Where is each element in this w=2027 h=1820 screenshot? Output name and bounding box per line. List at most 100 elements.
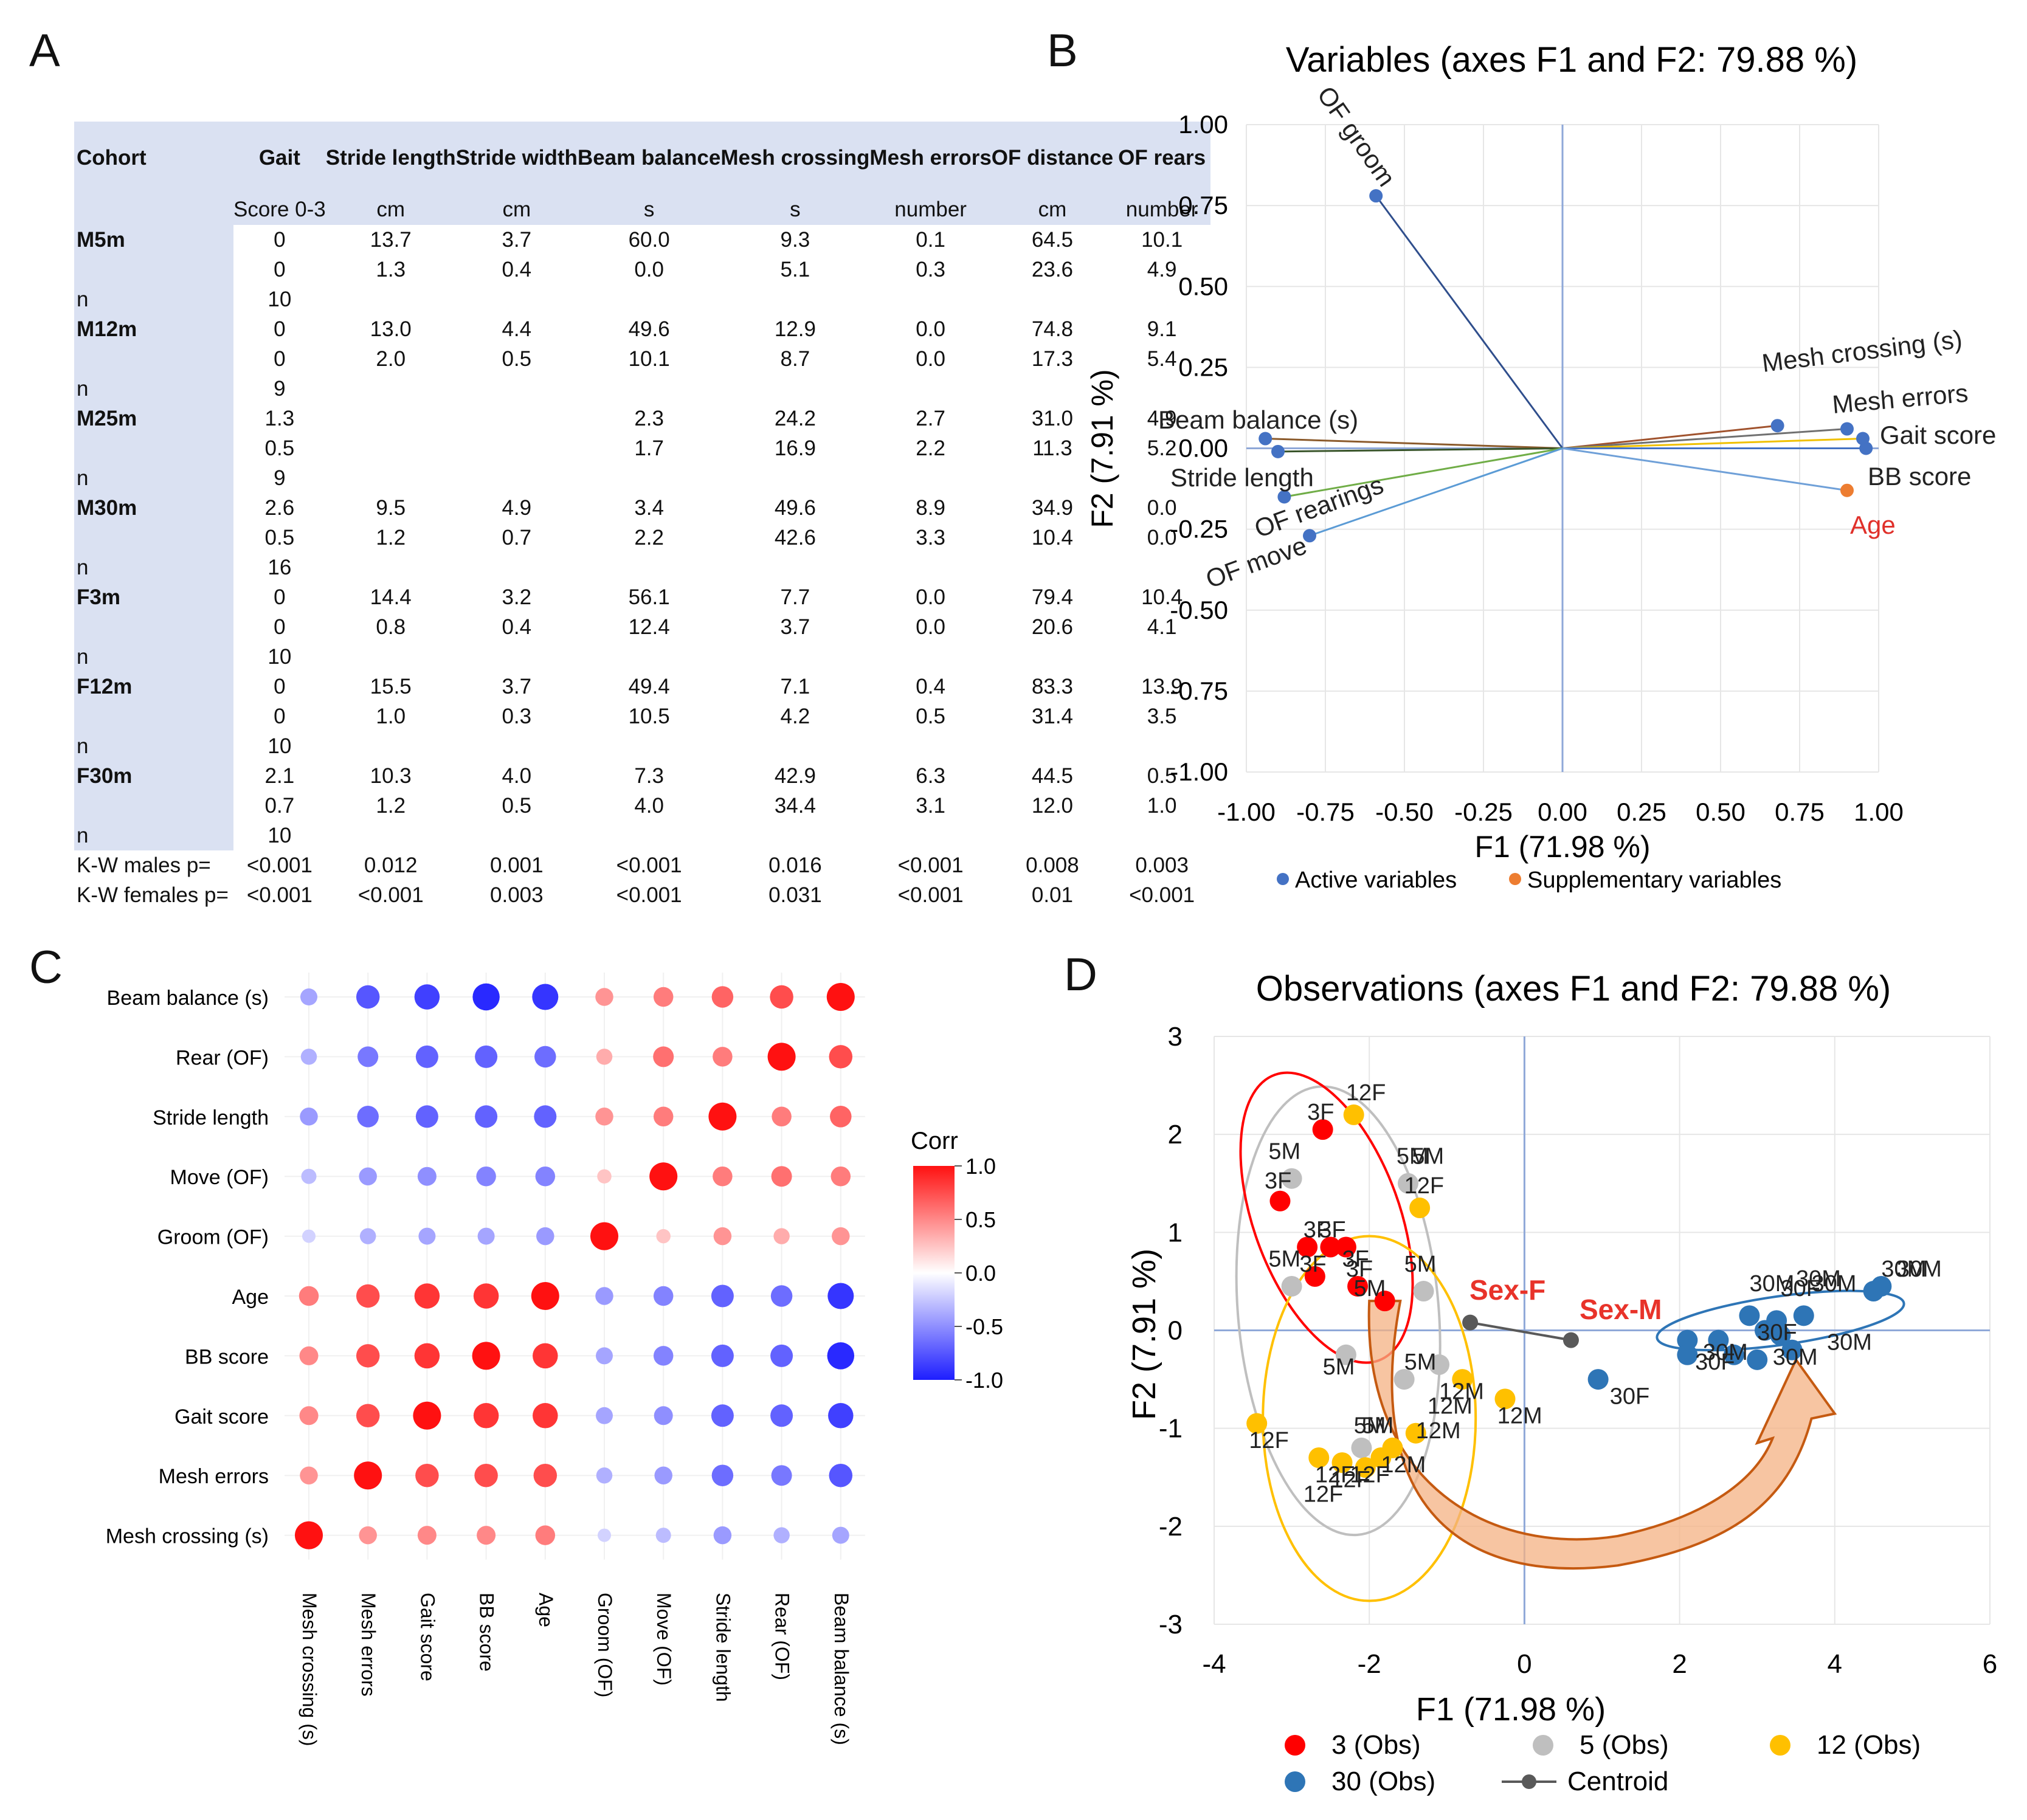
obs-point-g30 <box>1766 1310 1787 1331</box>
corr-dot <box>828 1403 854 1429</box>
vector-label: Mesh crossing (s) <box>1760 325 1964 377</box>
obs-label: 30F <box>1780 1276 1820 1301</box>
table-cell: 0 <box>274 704 286 728</box>
corr-dot <box>711 1404 734 1427</box>
legend-label-supplementary: Supplementary variables <box>1527 867 1781 893</box>
row-label: BB score <box>185 1345 269 1368</box>
table-cell: 0.0 <box>634 257 664 281</box>
table-cell <box>456 284 578 314</box>
table-cell: 15.5 <box>370 674 412 698</box>
vector-line <box>1562 447 1848 492</box>
corr-dot <box>300 988 317 1005</box>
table-row-label: n <box>74 642 233 672</box>
obs-label: 12M <box>1416 1418 1461 1444</box>
centroid-label-m: Sex-M <box>1580 1294 1662 1325</box>
table-cell: 0.5 <box>264 525 295 550</box>
obs-point-g30 <box>1871 1275 1892 1297</box>
table-cell: 0.0 <box>916 317 945 341</box>
obs-point-g3 <box>1347 1275 1369 1297</box>
corr-dot <box>827 1283 854 1309</box>
corr-dot <box>829 1463 853 1487</box>
obs-point-g3 <box>1320 1236 1341 1258</box>
corr-dot <box>649 1162 678 1191</box>
corr-dot <box>596 1049 613 1065</box>
vector-point <box>1840 483 1854 497</box>
obs-label: 5M <box>1404 1349 1437 1375</box>
vector-label: Mesh errors <box>1831 379 1969 419</box>
table-cell: 16.9 <box>774 436 816 460</box>
table-row: 0 1.0 0.3 10.5 4.2 0.5 31.4 3.5 <box>74 701 1210 731</box>
table-cell <box>456 821 578 850</box>
obs-label: 12M <box>1439 1379 1484 1404</box>
obs-point-g30 <box>1754 1320 1775 1341</box>
vector-label: BB score <box>1868 462 1971 491</box>
obs-point-g3 <box>1312 1119 1333 1140</box>
table-cell: 2.6 <box>264 495 295 520</box>
corr-dot <box>414 984 440 1010</box>
table-cell: 1.2 <box>376 793 406 818</box>
table-row-label: n <box>74 463 233 493</box>
table-cell: 10.4 <box>1031 525 1074 550</box>
vector-point <box>1369 189 1383 203</box>
corr-dot <box>359 1228 376 1244</box>
obs-label: 5M <box>1397 1144 1429 1170</box>
table-cell: 9.3 <box>780 227 810 252</box>
corr-dot <box>533 1403 558 1429</box>
table-cell: 10 <box>268 734 292 758</box>
table-cell <box>326 463 456 493</box>
centroid-point <box>1563 1332 1579 1348</box>
table-cell <box>1113 463 1210 493</box>
table-cell: 2.2 <box>634 525 664 550</box>
obs-label: 3F <box>1299 1252 1326 1277</box>
x-tick-label: 1.00 <box>1854 798 1904 826</box>
table-header-cell: Mesh errors <box>869 122 992 195</box>
table-row-label <box>74 255 233 284</box>
vector-line <box>1562 428 1848 449</box>
table-header-cell: Cohort <box>74 122 233 195</box>
table-cell: 60.0 <box>628 227 670 252</box>
corr-dot <box>300 1049 317 1065</box>
table-row: F12m 0 15.5 3.7 49.4 7.1 0.4 83.3 13.9 <box>74 672 1210 701</box>
table-kw-cell: 0.001 <box>455 850 578 880</box>
table-cell: 9 <box>274 376 286 401</box>
table-kw-cell: 0.003 <box>455 880 578 910</box>
table-cell: 24.2 <box>774 406 816 430</box>
panel-label-b: B <box>1047 25 1078 77</box>
legend-label: 3 (Obs) <box>1331 1730 1421 1760</box>
obs-point-g12 <box>1452 1369 1473 1390</box>
obs-label: 30M <box>1827 1330 1872 1356</box>
table-units-row: Score 0-3 cm cm s s number cm number <box>74 195 1211 225</box>
corr-dot <box>477 1227 495 1245</box>
table-row: n 16 <box>74 553 1210 582</box>
obs-point-g30 <box>1770 1325 1791 1346</box>
obs-point-g3 <box>1374 1291 1395 1312</box>
table-unit-cell: cm <box>455 195 578 225</box>
table-header-cell: Gait <box>233 122 326 195</box>
table-row: 0 0.8 0.4 12.4 3.7 0.0 20.6 4.1 <box>74 612 1210 642</box>
obs-point-g12 <box>1331 1452 1353 1474</box>
obs-point-g12 <box>1494 1388 1516 1410</box>
col-label: Groom (OF) <box>594 1593 616 1697</box>
corr-dot <box>476 1166 496 1187</box>
table-cell <box>720 463 869 493</box>
x-tick-label: 0.00 <box>1538 798 1587 826</box>
x-tick-label: -4 <box>1202 1649 1226 1679</box>
obs-label: 30M <box>1773 1345 1818 1370</box>
ellipse-g12 <box>1262 1235 1477 1602</box>
table-cell: 7.3 <box>634 764 664 788</box>
table-cell: 10 <box>268 644 292 669</box>
table-cell <box>326 553 456 582</box>
table-cell: 0.3 <box>916 257 945 281</box>
obs-label: 5M <box>1354 1413 1386 1439</box>
table-cell <box>869 642 991 672</box>
table-cell: 9 <box>274 466 286 490</box>
ellipse-g5 <box>1235 1085 1442 1537</box>
table-cell: 0.4 <box>502 257 532 281</box>
legend-label: 12 (Obs) <box>1817 1730 1921 1760</box>
table-kw-row: K-W females p= <0.001 <0.001 0.003 <0.001 0.0… <box>74 880 1211 910</box>
corr-dot <box>414 1283 440 1309</box>
obs-label: 12M <box>1381 1452 1426 1478</box>
centroid-line <box>1469 1321 1572 1342</box>
table-cell <box>578 731 720 761</box>
